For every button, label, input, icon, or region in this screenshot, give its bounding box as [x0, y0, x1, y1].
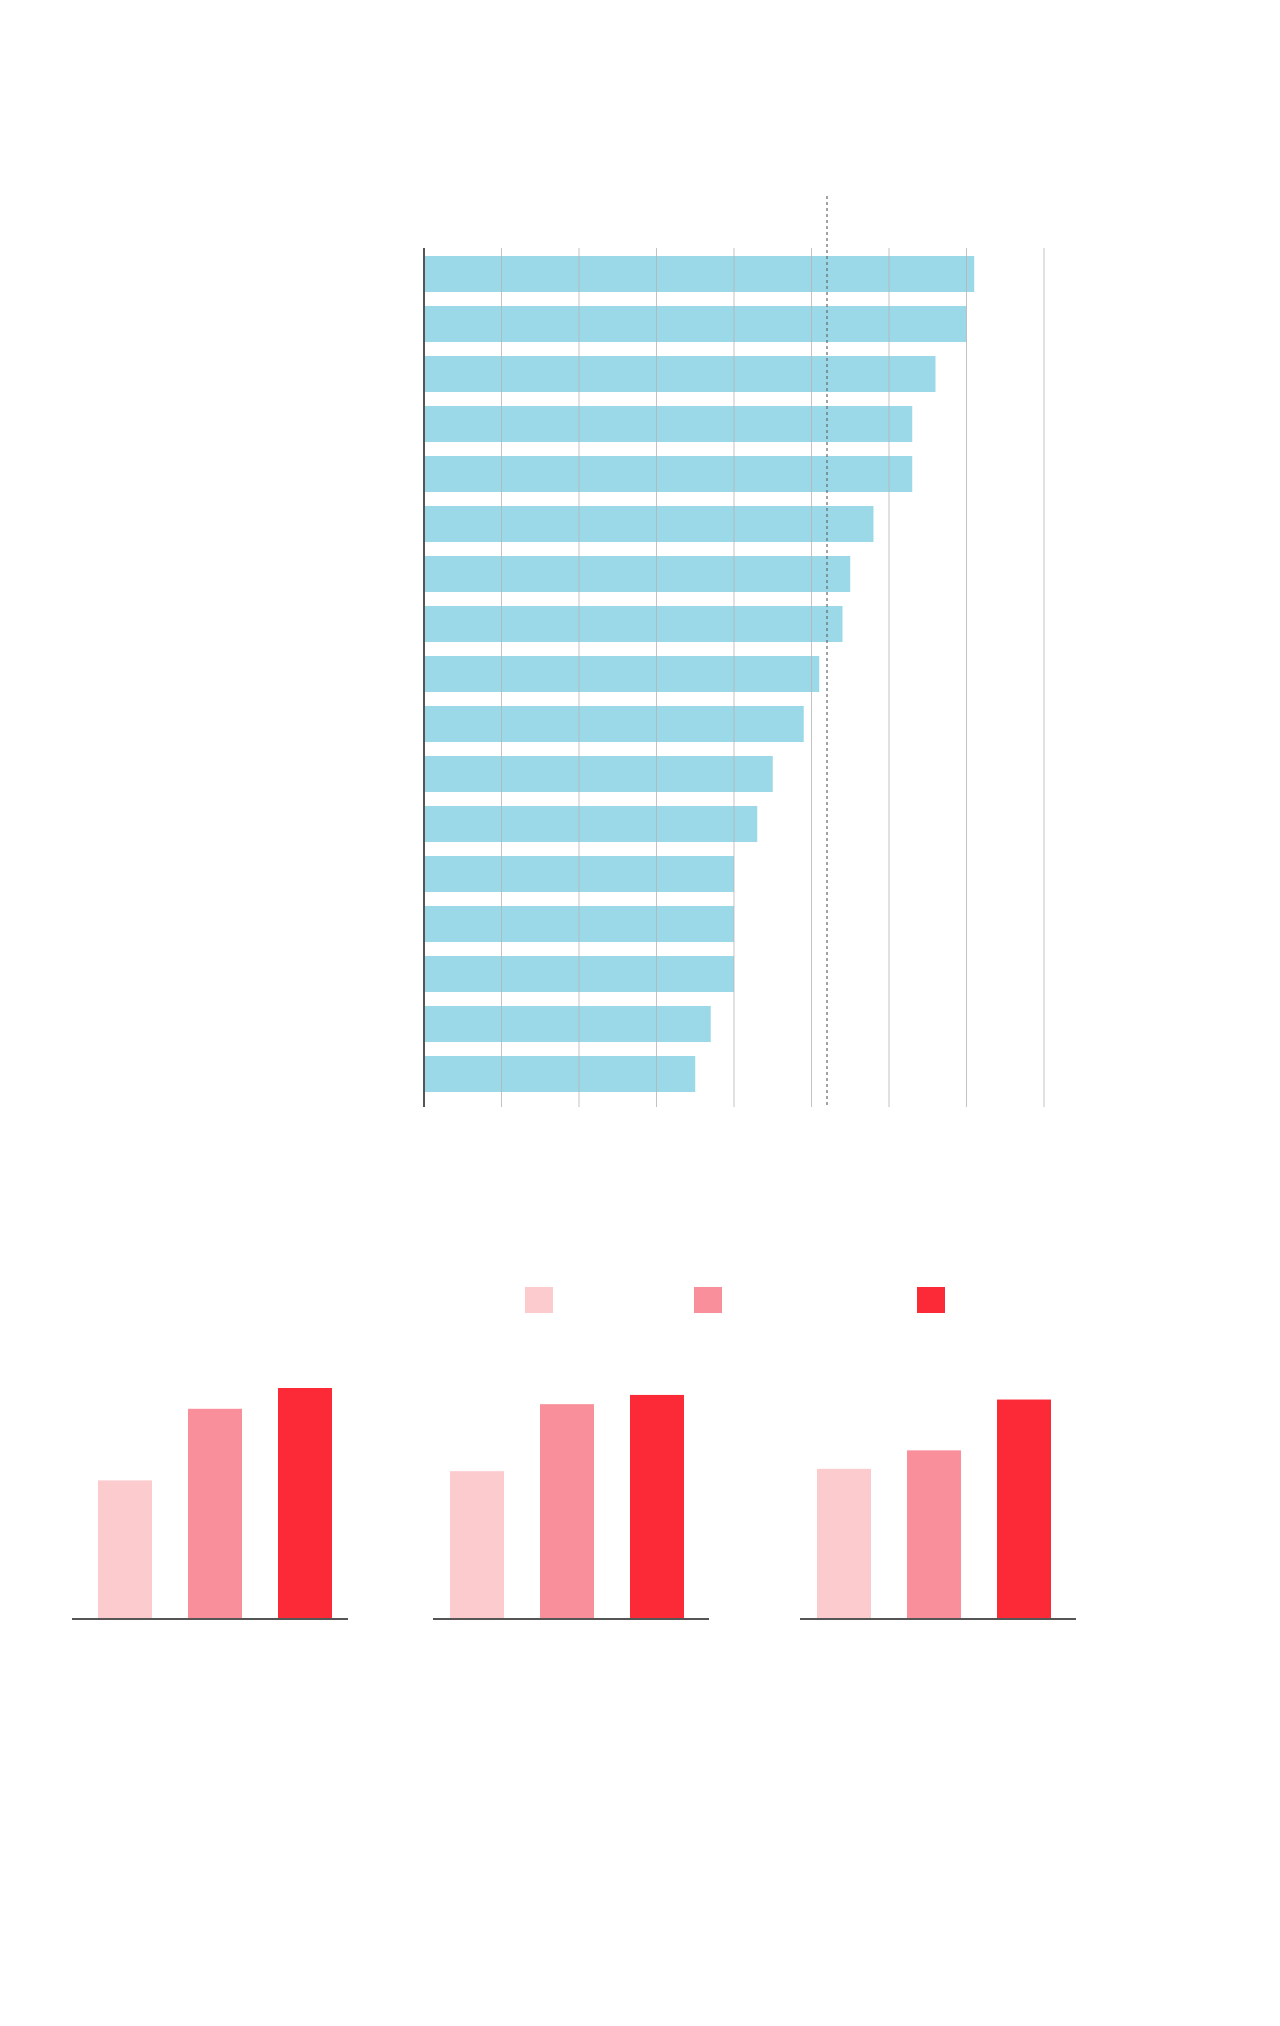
hbar: [424, 806, 758, 842]
horizontal-bar-chart: [423, 196, 1045, 1107]
group-bar: [997, 1399, 1051, 1619]
hbar: [424, 756, 773, 792]
hbar: [424, 356, 936, 392]
legend-swatch: [917, 1287, 945, 1313]
group-bar: [630, 1394, 684, 1619]
legend-swatch: [525, 1287, 553, 1313]
hbar: [424, 706, 804, 742]
hbar: [424, 606, 843, 642]
legend-swatch: [694, 1287, 722, 1313]
grouped-bar-panels: [72, 1388, 1076, 1620]
hbar: [424, 556, 851, 592]
group-bar: [98, 1480, 152, 1619]
legend: [525, 1287, 945, 1313]
group-bar: [278, 1388, 332, 1619]
group-bar: [450, 1471, 504, 1619]
group-bar: [540, 1404, 594, 1619]
group-bar: [188, 1408, 242, 1619]
hbar: [424, 456, 913, 492]
hbar: [424, 1006, 711, 1042]
hbar: [424, 306, 967, 342]
group-bar: [907, 1450, 961, 1619]
hbar: [424, 406, 913, 442]
hbar: [424, 656, 820, 692]
hbar: [424, 256, 975, 292]
group-bar: [817, 1468, 871, 1619]
hbar: [424, 506, 874, 542]
hbar: [424, 1056, 696, 1092]
